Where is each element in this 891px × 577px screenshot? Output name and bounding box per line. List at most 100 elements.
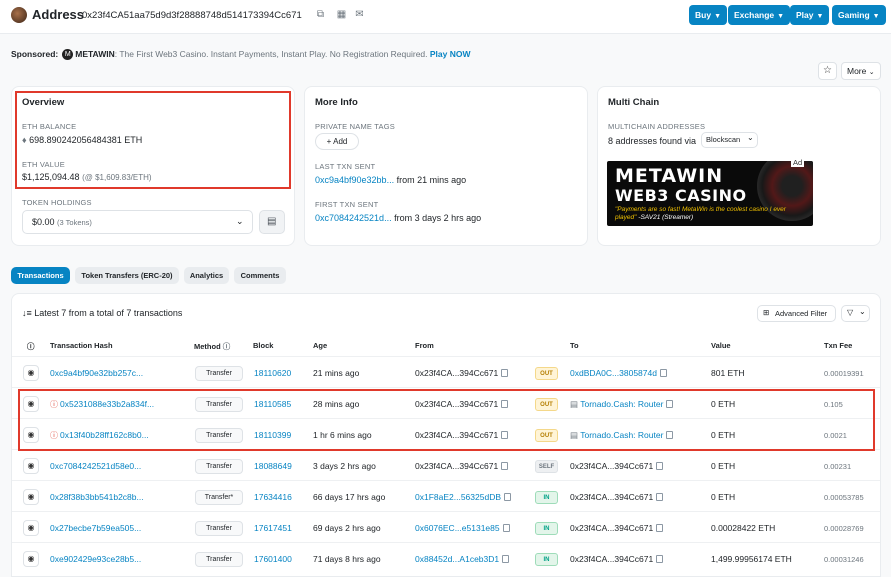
copy-icon[interactable] [666, 400, 674, 408]
view-details-button[interactable]: ◉ [23, 489, 39, 505]
method-badge: Transfer [195, 552, 243, 567]
blockscan-dropdown[interactable]: Blockscan ⌄ [701, 132, 758, 148]
col-method: Method ⓘ [194, 342, 231, 351]
metawin-ad-banner[interactable]: METAWIN WEB3 CASINO "Payments are so fas… [607, 161, 813, 226]
view-details-button[interactable]: ◉ [23, 551, 39, 567]
txn-hash-link[interactable]: 0x28f38b3bb541b2c8b... [50, 492, 144, 502]
direction-badge: OUT [535, 367, 558, 380]
ad-quote: "Payments are so fast! MetaWin is the co… [615, 206, 786, 221]
txn-fee-cell: 0.00231 [824, 462, 852, 471]
block-link[interactable]: 18110620 [254, 368, 292, 378]
txn-hash-link[interactable]: 0x5231088e33b2a834f... [60, 399, 155, 409]
method-badge: Transfer* [195, 490, 243, 505]
txn-hash-link[interactable]: 0xc9a4bf90e32bb257c... [50, 368, 144, 378]
copy-icon[interactable] [501, 369, 509, 377]
copy-icon[interactable] [504, 493, 512, 501]
filter-dropdown-button[interactable]: ▽ ⌄ [841, 305, 870, 322]
eye-icon: ◉ [27, 523, 35, 532]
comment-icon[interactable]: ✉ [355, 9, 364, 20]
view-details-button[interactable]: ◉ [23, 520, 39, 536]
view-details-button[interactable]: ◉ [23, 427, 39, 443]
more-button[interactable]: More ⌄ [841, 62, 881, 80]
gaming-button[interactable]: Gaming ▼ [832, 5, 886, 25]
copy-icon[interactable] [502, 555, 510, 563]
txn-hash-link[interactable]: 0xe902429e93ce28b5... [50, 554, 142, 564]
play-now-link[interactable]: Play NOW [429, 49, 471, 59]
first-txn-link[interactable]: 0xc7084242521d... [315, 213, 392, 223]
to-address: ▤ Tornado.Cash: Router [570, 399, 674, 410]
copy-icon[interactable] [656, 555, 664, 563]
play-button[interactable]: Play ▼ [790, 5, 830, 25]
col-age[interactable]: Age [313, 341, 328, 350]
method-badge: Transfer [195, 428, 243, 443]
exchange-button[interactable]: Exchange ▼ [728, 5, 791, 25]
to-address-link[interactable]: Tornado.Cash: Router [580, 399, 664, 409]
block-link[interactable]: 17634416 [254, 492, 292, 502]
copy-icon[interactable] [501, 431, 509, 439]
advanced-filter-button[interactable]: ⊞ Advanced Filter [757, 305, 836, 322]
method-badge: Transfer [195, 521, 243, 536]
copy-icon[interactable] [501, 462, 509, 470]
copy-icon[interactable] [659, 369, 667, 377]
multichain-found-text: 8 addresses found via [608, 136, 697, 146]
from-address-link[interactable]: 0x88452d...A1ceb3D1 [415, 554, 500, 564]
ad-subheadline: WEB3 CASINO [615, 186, 747, 205]
copy-icon[interactable]: ⧉ [316, 9, 325, 20]
copy-icon[interactable] [502, 524, 510, 532]
txn-hash-cell: 0xe902429e93ce28b5... [50, 554, 141, 564]
txn-hash-link[interactable]: 0x13f40b28ff162c8b0... [60, 430, 149, 440]
view-details-button[interactable]: ◉ [23, 396, 39, 412]
help-icon[interactable]: ⓘ [27, 342, 35, 351]
from-address: 0x23f4CA...394Cc671 [415, 430, 509, 440]
copy-icon[interactable] [666, 431, 674, 439]
col-txn-fee[interactable]: Txn Fee [824, 341, 853, 350]
block-link[interactable]: 18088649 [254, 461, 292, 471]
copy-icon[interactable] [656, 493, 664, 501]
txn-fee-cell: 0.00031246 [824, 555, 864, 564]
last-txn-link[interactable]: 0xc9a4bf90e32bb... [315, 175, 395, 185]
chevron-down-icon: ▼ [816, 13, 824, 20]
txn-hash-link[interactable]: 0xc7084242521d58e0... [50, 461, 142, 471]
age-cell: 66 days 17 hrs ago [313, 492, 386, 502]
token-holdings-dropdown[interactable]: $0.00 (3 Tokens) ⌄ [22, 210, 253, 234]
block-link[interactable]: 17617451 [254, 523, 292, 533]
view-details-button[interactable]: ◉ [23, 365, 39, 381]
txn-hash-link[interactable]: 0x27becbe7b59ea505... [50, 523, 142, 533]
block-link[interactable]: 18110585 [254, 399, 292, 409]
copy-icon[interactable] [656, 462, 664, 470]
chevron-down-icon: ⌄ [868, 69, 875, 76]
tab-transactions[interactable]: Transactions [11, 267, 70, 284]
contract-icon: ▤ [570, 399, 581, 409]
to-address-link[interactable]: Tornado.Cash: Router [580, 430, 664, 440]
copy-icon[interactable] [656, 524, 664, 532]
tab-comments[interactable]: Comments [234, 267, 286, 284]
buy-button[interactable]: Buy ▼ [689, 5, 727, 25]
overview-title: Overview [22, 97, 65, 108]
age-cell: 3 days 2 hrs ago [313, 461, 376, 471]
txn-hash-cell: 0x27becbe7b59ea505... [50, 523, 141, 533]
block-link[interactable]: 18110399 [254, 430, 292, 440]
sponsored-text: : The First Web3 Casino. Instant Payment… [114, 49, 428, 59]
tab-analytics[interactable]: Analytics [184, 267, 229, 284]
from-address-link[interactable]: 0x1F8aE2...56325dDB [415, 492, 502, 502]
eth-value-label: ETH VALUE [22, 160, 65, 169]
tab-token-transfers[interactable]: Token Transfers (ERC-20) [75, 267, 179, 284]
value-cell: 0 ETH [711, 430, 736, 440]
star-button[interactable]: ☆ [818, 62, 837, 80]
from-address-link[interactable]: 0x6076EC...e5131e85 [415, 523, 500, 533]
value-cell: 0.00028422 ETH [711, 523, 776, 533]
value-cell: 801 ETH [711, 368, 745, 378]
eye-icon: ◉ [27, 399, 35, 408]
error-icon: ⓘ [50, 400, 58, 409]
filter-settings-icon: ⊞ [763, 308, 770, 317]
txn-fee-cell: 0.0021 [824, 431, 847, 440]
qr-code-icon[interactable]: ▦ [336, 9, 347, 20]
copy-icon[interactable] [501, 400, 509, 408]
sort-icon: ↓≡ [22, 308, 32, 318]
view-details-button[interactable]: ◉ [23, 458, 39, 474]
add-tag-button[interactable]: + Add [315, 133, 359, 150]
block-link[interactable]: 17601400 [254, 554, 292, 564]
wallet-icon-button[interactable]: ▤ [259, 210, 285, 234]
page-title: Address [32, 7, 85, 22]
to-address-link[interactable]: 0xdBDA0C...3805874d [570, 368, 657, 378]
